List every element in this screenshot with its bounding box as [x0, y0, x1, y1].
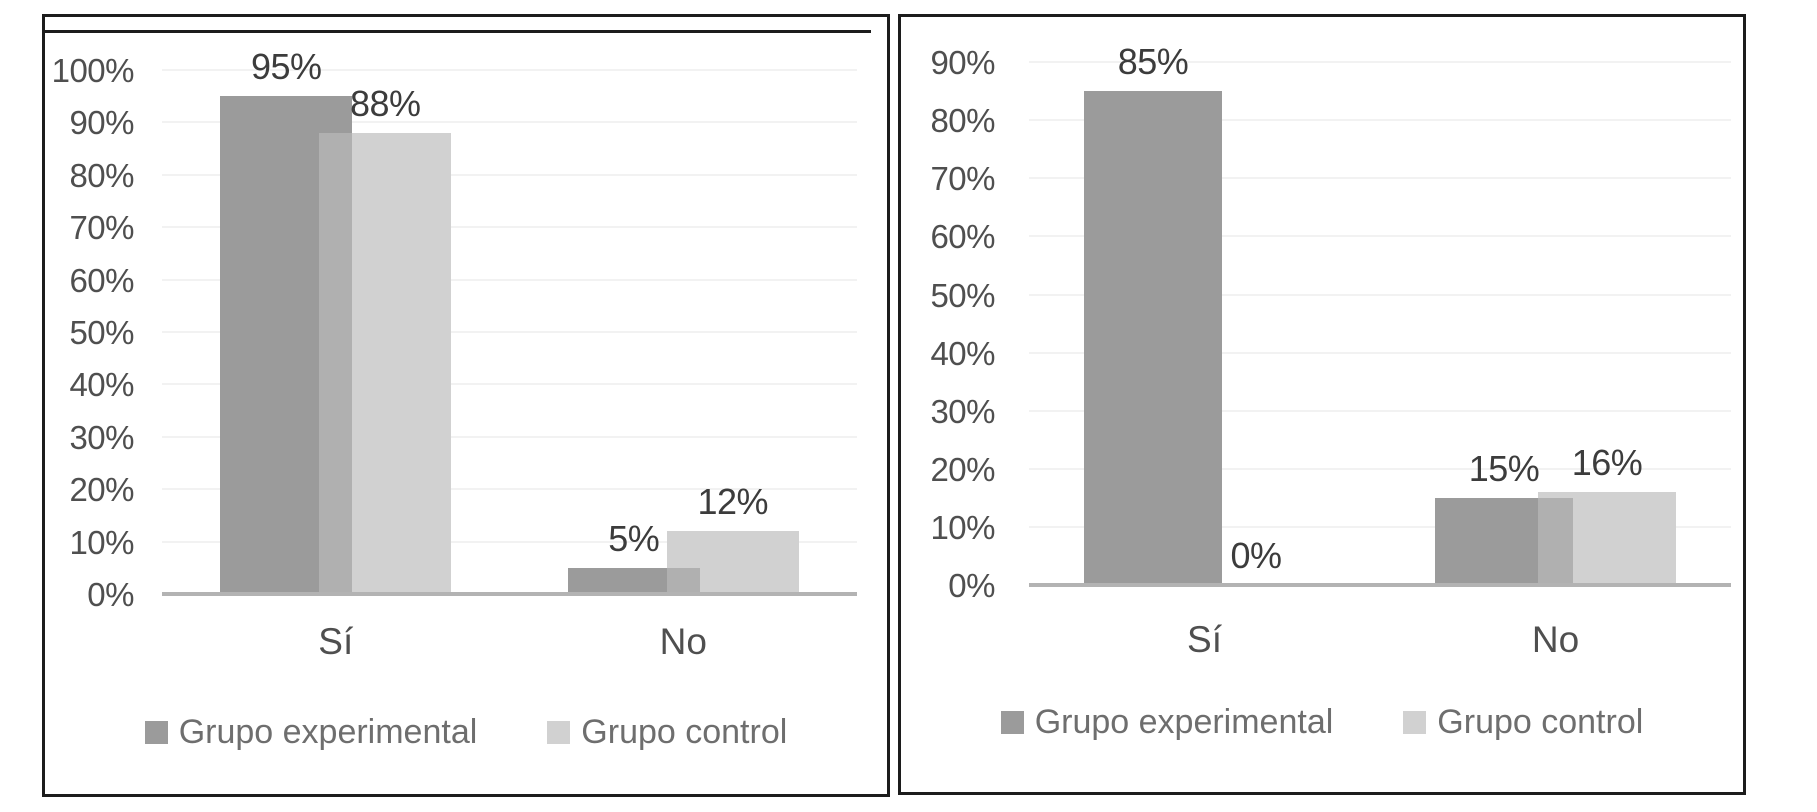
y-axis-tick-label: 70% — [69, 209, 134, 247]
y-axis-tick-label: 70% — [930, 160, 995, 198]
gridline — [1029, 177, 1731, 180]
chart-panel-left: 0% 10% 20% 30% 40% 50% 60% 70% 80% 90% 100% 95% 88% S… — [42, 14, 890, 797]
y-axis-tick-label: 80% — [69, 156, 134, 194]
gridline — [1029, 293, 1731, 296]
gridline — [162, 278, 857, 281]
legend-label: Grupo experimental — [1034, 703, 1334, 741]
chart-panel-right: 0% 10% 20% 30% 40% 50% 60% 70% 80% 90% 85% 0% Sí 15% 1… — [898, 14, 1746, 795]
gridline — [162, 226, 857, 229]
y-axis-tick-label: 40% — [930, 334, 995, 372]
x-axis-line — [162, 592, 857, 596]
panel-top-rule — [45, 30, 871, 33]
y-axis-tick-label: 0% — [948, 567, 995, 604]
gridline — [1029, 235, 1731, 238]
gridline — [162, 331, 857, 333]
gridline — [162, 435, 857, 438]
data-label-experimental: 95% — [250, 46, 322, 88]
gridline — [162, 173, 857, 176]
x-axis-line — [1029, 583, 1731, 587]
y-axis-tick-label: 20% — [930, 450, 995, 488]
legend-label: Grupo control — [581, 713, 788, 751]
gridline — [1029, 525, 1731, 528]
legend-item: Grupo experimental — [1000, 703, 1334, 741]
category-label: Sí — [1187, 619, 1222, 660]
data-label-experimental: 5% — [608, 517, 660, 559]
legend: Grupo experimental Grupo control — [45, 715, 887, 749]
gridline — [1029, 467, 1731, 470]
bar-overlap-shading — [666, 567, 700, 594]
data-label-control: 16% — [1571, 442, 1643, 484]
gridline — [162, 488, 857, 491]
gridline — [162, 540, 857, 543]
legend: Grupo experimental Grupo control — [901, 705, 1743, 739]
legend-marker-control-icon — [547, 720, 571, 744]
gridline — [1029, 61, 1731, 64]
gridline — [162, 69, 857, 71]
legend-marker-control-icon — [1403, 710, 1427, 734]
gridline — [1029, 409, 1731, 412]
data-label-control: 12% — [697, 481, 769, 523]
legend-label: Grupo experimental — [178, 713, 478, 751]
legend-item: Grupo control — [1403, 705, 1643, 739]
gridline — [1029, 119, 1731, 122]
gridline — [1029, 351, 1731, 354]
y-axis-tick-label: 100% — [51, 52, 135, 89]
y-axis-tick-label: 60% — [69, 261, 134, 299]
y-axis-tick-label: 0% — [87, 576, 134, 613]
y-axis-tick-label: 30% — [69, 418, 134, 456]
y-axis-tick-label: 10% — [69, 523, 134, 561]
category-label: No — [659, 621, 707, 662]
y-axis-tick-label: 10% — [930, 508, 995, 546]
gridline — [162, 121, 857, 124]
y-axis-tick-label: 20% — [69, 471, 134, 509]
y-axis-tick-label: 30% — [930, 392, 995, 430]
y-axis-tick-label: 90% — [69, 104, 134, 142]
data-label-experimental: 85% — [1117, 41, 1189, 83]
legend-item: Grupo control — [547, 715, 787, 749]
y-axis-tick-label: 60% — [930, 218, 995, 256]
y-axis-tick-label: 50% — [69, 314, 134, 351]
data-label-control: 0% — [1230, 535, 1282, 576]
data-label-control: 88% — [349, 82, 421, 124]
gridline — [162, 383, 857, 386]
y-axis-tick-label: 40% — [69, 366, 134, 404]
y-axis-tick-label: 90% — [930, 44, 995, 82]
data-label-experimental: 15% — [1468, 447, 1540, 489]
bar-experimental — [1084, 91, 1222, 585]
bar-overlap-shading — [319, 132, 353, 594]
y-axis-tick-label: 80% — [930, 102, 995, 140]
legend-item: Grupo experimental — [144, 713, 478, 751]
legend-marker-experimental-icon — [1000, 710, 1024, 734]
category-label: No — [1531, 619, 1580, 660]
y-axis-tick-label: 50% — [930, 276, 995, 314]
bar-overlap-shading — [1538, 497, 1573, 585]
legend-label: Grupo control — [1437, 703, 1644, 741]
category-label: Sí — [318, 621, 354, 662]
legend-marker-experimental-icon — [144, 720, 168, 744]
